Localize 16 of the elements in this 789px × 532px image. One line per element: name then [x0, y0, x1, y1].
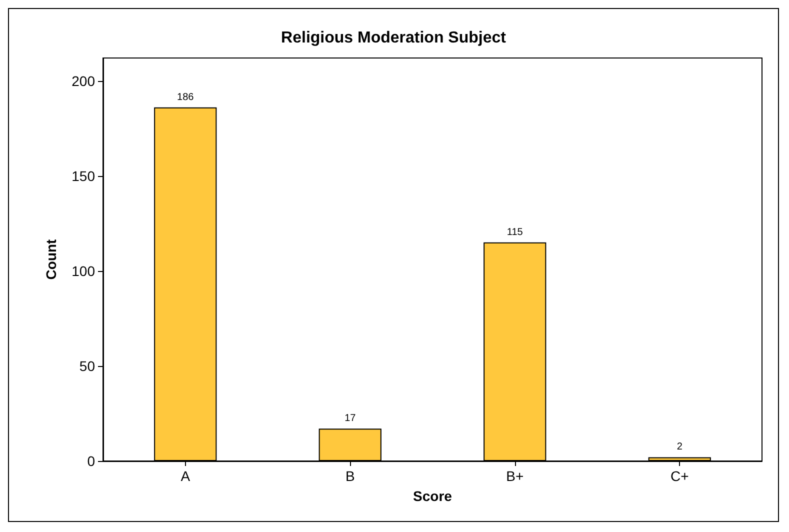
x-tick-label: C+	[670, 468, 689, 484]
x-tick-label: A	[180, 468, 191, 484]
chart-title: Religious Moderation Subject	[281, 30, 507, 46]
data-label: 115	[506, 226, 524, 238]
x-tick-label: B+	[506, 468, 524, 484]
y-axis-title: Count	[43, 238, 59, 280]
y-tick-label: 100	[72, 262, 96, 279]
y-tick-label: 0	[87, 453, 96, 469]
data-label: 186	[177, 92, 194, 103]
y-tick-label: 200	[72, 72, 96, 89]
x-tick-label: B	[345, 468, 355, 484]
data-label: 17	[344, 413, 356, 424]
x-axis-title: Score	[413, 488, 452, 504]
y-tick-label: 50	[79, 358, 96, 374]
y-tick-label: 150	[72, 168, 96, 184]
data-label: 2	[676, 442, 683, 453]
